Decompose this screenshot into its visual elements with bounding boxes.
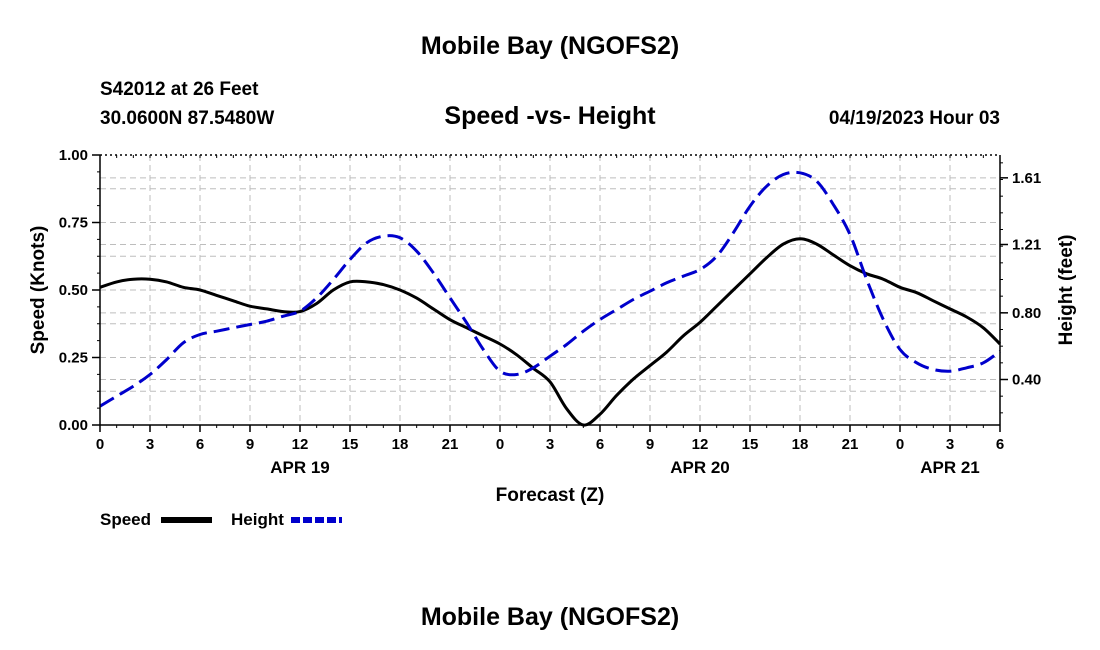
- x-tick-label: 0: [896, 436, 904, 453]
- x-axis: 0 3 6 9 12 15 18 21 0 3 6 9 12 15 18 21 0 3 6 APR 19 APR 20 A…: [96, 425, 1004, 477]
- date-label: APR 21: [920, 458, 980, 477]
- x-tick-label: 3: [946, 436, 954, 453]
- legend-speed-label: Speed: [100, 510, 151, 529]
- date-label: APR 20: [670, 458, 730, 477]
- y-tick-label: 0.50: [59, 282, 88, 299]
- chart-title: Speed -vs- Height: [444, 102, 656, 130]
- y-axis-left: 0.00 0.25 0.50 0.75 1.00: [59, 147, 100, 434]
- x-tick-label: 6: [996, 436, 1004, 453]
- x-tick-label: 15: [342, 436, 359, 453]
- location-label: 30.0600N 87.5480W: [100, 108, 274, 129]
- legend-height-label: Height: [231, 510, 284, 529]
- legend: Speed Height: [100, 510, 342, 529]
- y2-axis-title: Height (feet): [1056, 235, 1077, 346]
- datetime-label: 04/19/2023 Hour 03: [829, 108, 1000, 129]
- y-tick-label: 0.25: [59, 350, 88, 367]
- y-tick-label: 0.75: [59, 215, 88, 232]
- series-layer: [99, 170, 1002, 427]
- x-tick-label: 0: [96, 436, 104, 453]
- date-label: APR 19: [270, 458, 330, 477]
- series-line-speed: [99, 237, 1002, 427]
- x-tick-label: 21: [442, 436, 459, 453]
- y-tick-label: 0.00: [59, 417, 88, 434]
- header-title: Mobile Bay (NGOFS2): [421, 32, 679, 60]
- station-label: S42012 at 26 Feet: [100, 79, 259, 100]
- x-tick-label: 6: [196, 436, 204, 453]
- y2-tick-label: 1.21: [1012, 237, 1041, 254]
- y2-tick-label: 0.80: [1012, 305, 1041, 322]
- x-tick-label: 18: [792, 436, 809, 453]
- y2-tick-label: 0.40: [1012, 372, 1041, 389]
- grid-lines: [100, 155, 1000, 425]
- y-tick-label: 1.00: [59, 147, 88, 164]
- x-tick-label: 15: [742, 436, 759, 453]
- x-tick-label: 3: [546, 436, 554, 453]
- y-axis-right: 0.40 0.80 1.21 1.61: [1000, 162, 1041, 414]
- footer-title: Mobile Bay (NGOFS2): [421, 603, 679, 631]
- x-tick-label: 6: [596, 436, 604, 453]
- series-line-height: [99, 170, 1001, 408]
- x-tick-label: 18: [392, 436, 409, 453]
- x-tick-label: 9: [246, 436, 254, 453]
- x-tick-label: 0: [496, 436, 504, 453]
- x-tick-label: 12: [692, 436, 709, 453]
- x-tick-label: 12: [292, 436, 309, 453]
- x-tick-label: 21: [842, 436, 859, 453]
- y-axis-title: Speed (Knots): [28, 226, 49, 355]
- x-axis-title: Forecast (Z): [496, 485, 605, 506]
- x-tick-label: 9: [646, 436, 654, 453]
- y2-tick-label: 1.61: [1012, 170, 1041, 187]
- x-tick-label: 3: [146, 436, 154, 453]
